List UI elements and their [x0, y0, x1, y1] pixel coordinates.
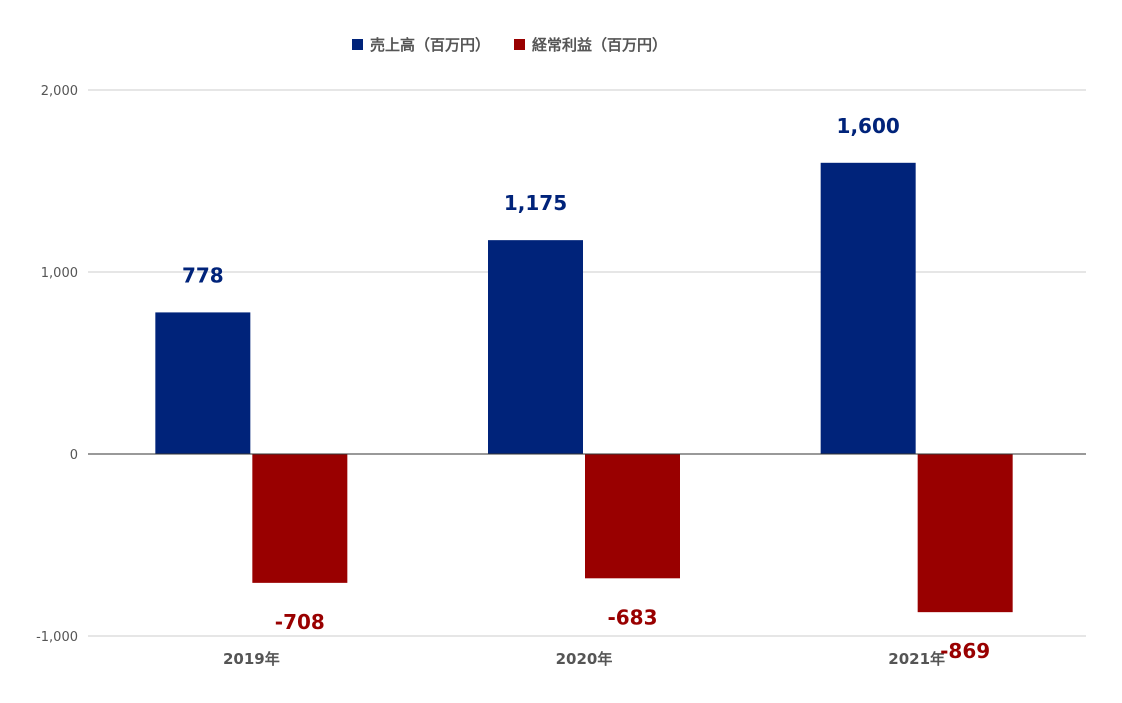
y-tick-label: 2,000: [41, 84, 78, 99]
x-axis-categories: 2019年 2020年 2021年: [223, 650, 945, 668]
x-tick-label: 2021年: [888, 650, 945, 668]
bar: [917, 454, 1013, 613]
y-tick-label: 1,000: [41, 266, 78, 281]
legend-swatch: [514, 39, 525, 50]
legend-swatch: [352, 39, 363, 50]
x-tick-label: 2020年: [556, 650, 613, 668]
y-axis-ticks: 2,000 1,000 0 -1,000: [36, 84, 78, 645]
bar: [488, 240, 583, 454]
data-labels: 778 -708 1,175 -683 1,600 -869: [182, 114, 990, 663]
y-tick-label: -1,000: [36, 630, 78, 645]
bar: [585, 454, 680, 579]
bar: [155, 312, 251, 454]
bars: [155, 162, 1013, 613]
legend-label: 経常利益（百万円）: [532, 36, 667, 54]
data-label: -683: [607, 605, 657, 629]
data-label: -869: [940, 639, 990, 663]
bar: [820, 162, 916, 455]
legend: 売上高（百万円） 経常利益（百万円）: [352, 36, 667, 54]
x-tick-label: 2019年: [223, 650, 280, 668]
grid-lines: [88, 89, 1086, 637]
bar: [252, 454, 348, 583]
legend-label: 売上高（百万円）: [370, 36, 490, 54]
data-label: 1,600: [837, 114, 900, 138]
data-label: -708: [275, 610, 325, 634]
data-label: 1,175: [504, 191, 567, 215]
data-label: 778: [182, 263, 224, 287]
y-tick-label: 0: [70, 448, 78, 463]
